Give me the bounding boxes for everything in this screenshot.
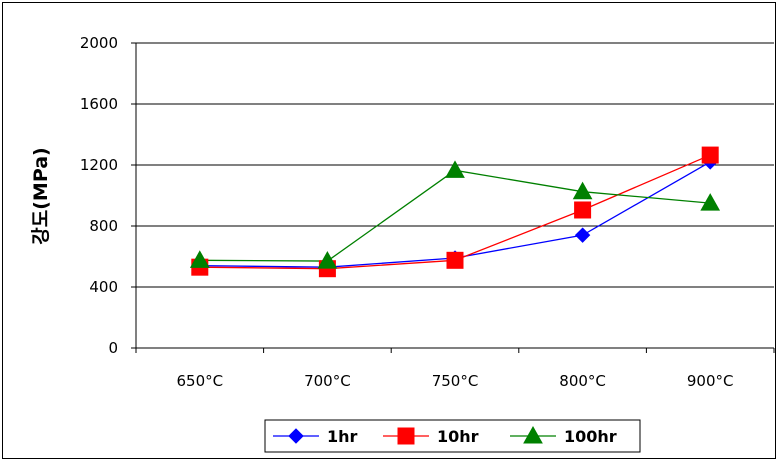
data-point-10hr xyxy=(446,251,464,269)
x-tick-label: 650°C xyxy=(176,372,223,390)
x-tick-label: 800°C xyxy=(559,372,606,390)
y-tick-label: 1200 xyxy=(80,156,118,174)
y-tick-label: 2000 xyxy=(80,34,118,52)
data-point-1hr xyxy=(574,227,591,243)
legend-label-1hr: 1hr xyxy=(327,427,358,446)
data-point-100hr xyxy=(317,251,338,269)
legend-label-10hr: 10hr xyxy=(437,427,479,446)
legend-marker-10hr xyxy=(397,427,415,445)
y-tick-label: 0 xyxy=(108,339,118,357)
legend-box xyxy=(264,419,641,453)
legend-marker-100hr xyxy=(523,425,543,444)
y-tick-label: 1600 xyxy=(80,95,118,113)
series-line-100hr xyxy=(199,169,711,262)
data-point-100hr xyxy=(445,160,465,178)
x-tick-label: 900°C xyxy=(687,372,734,390)
data-point-10hr xyxy=(701,146,719,164)
x-tick-label: 750°C xyxy=(432,372,479,390)
legend-marker-1hr xyxy=(288,428,304,444)
y-axis-title: 강도(MPa) xyxy=(30,147,52,244)
legend-label-100hr: 100hr xyxy=(564,427,617,446)
y-tick-label: 400 xyxy=(89,278,118,296)
data-point-100hr xyxy=(572,181,593,200)
data-point-10hr xyxy=(574,201,592,219)
data-point-100hr xyxy=(700,193,721,211)
y-tick-label: 800 xyxy=(89,217,118,235)
data-point-100hr xyxy=(189,250,210,268)
x-tick-label: 700°C xyxy=(304,372,351,390)
